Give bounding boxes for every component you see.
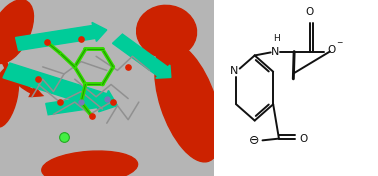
FancyArrow shape <box>15 22 107 51</box>
Text: N: N <box>229 66 238 76</box>
Text: O: O <box>328 45 336 55</box>
Text: −: − <box>336 38 343 47</box>
FancyArrow shape <box>113 34 171 78</box>
Ellipse shape <box>0 66 19 127</box>
Text: O: O <box>299 134 307 144</box>
FancyArrowPatch shape <box>0 51 44 97</box>
Ellipse shape <box>136 5 197 58</box>
Ellipse shape <box>0 0 34 64</box>
Text: H: H <box>273 34 279 43</box>
FancyArrow shape <box>46 94 107 115</box>
Text: N: N <box>271 47 279 56</box>
FancyArrow shape <box>3 63 118 112</box>
Ellipse shape <box>42 151 138 176</box>
Ellipse shape <box>155 42 221 162</box>
Text: ⊖: ⊖ <box>249 134 259 147</box>
Text: O: O <box>306 7 314 17</box>
